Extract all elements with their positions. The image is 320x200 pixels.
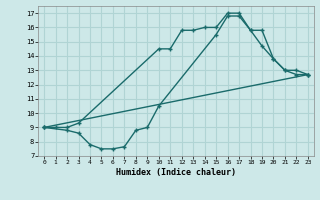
X-axis label: Humidex (Indice chaleur): Humidex (Indice chaleur) <box>116 168 236 177</box>
